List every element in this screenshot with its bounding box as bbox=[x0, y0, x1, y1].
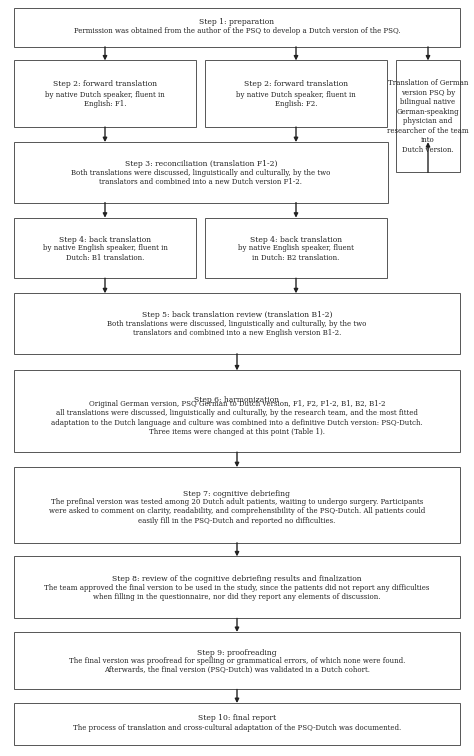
Text: Step 6: harmonization: Step 6: harmonization bbox=[194, 396, 280, 404]
Text: Step 5: back translation review (translation B1-2): Step 5: back translation review (transla… bbox=[142, 311, 332, 319]
Text: by native English speaker, fluent in
Dutch: B1 translation.: by native English speaker, fluent in Dut… bbox=[43, 244, 167, 262]
FancyBboxPatch shape bbox=[14, 142, 388, 203]
FancyBboxPatch shape bbox=[14, 293, 460, 354]
Text: Step 2: forward translation: Step 2: forward translation bbox=[244, 80, 348, 88]
Text: by native English speaker, fluent
in Dutch: B2 translation.: by native English speaker, fluent in Dut… bbox=[238, 244, 354, 262]
FancyBboxPatch shape bbox=[14, 60, 196, 127]
Text: Step 9: proofreading: Step 9: proofreading bbox=[197, 649, 277, 657]
Text: Step 1: preparation: Step 1: preparation bbox=[200, 17, 274, 26]
Text: Step 4: back translation: Step 4: back translation bbox=[250, 236, 342, 243]
Text: Both translations were discussed, linguistically and culturally, by the two
tran: Both translations were discussed, lingui… bbox=[107, 320, 367, 337]
FancyBboxPatch shape bbox=[14, 467, 460, 543]
Text: The final version was proofread for spelling or grammatical errors, of which non: The final version was proofread for spel… bbox=[69, 657, 405, 674]
Text: Permission was obtained from the author of the PSQ to develop a Dutch version of: Permission was obtained from the author … bbox=[73, 26, 401, 35]
Text: Step 8: review of the cognitive debriefing results and finalization: Step 8: review of the cognitive debriefi… bbox=[112, 575, 362, 583]
Text: Both translations were discussed, linguistically and culturally, by the two
tran: Both translations were discussed, lingui… bbox=[71, 169, 331, 186]
Text: by native Dutch speaker, fluent in
English: F1.: by native Dutch speaker, fluent in Engli… bbox=[45, 91, 165, 108]
Text: Step 4: back translation: Step 4: back translation bbox=[59, 236, 151, 243]
Text: The process of translation and cross-cultural adaptation of the PSQ-Dutch was do: The process of translation and cross-cul… bbox=[73, 723, 401, 732]
FancyBboxPatch shape bbox=[205, 218, 387, 278]
Text: Step 2: forward translation: Step 2: forward translation bbox=[53, 80, 157, 88]
FancyBboxPatch shape bbox=[14, 8, 460, 47]
Text: Step 10: final report: Step 10: final report bbox=[198, 714, 276, 722]
FancyBboxPatch shape bbox=[14, 218, 196, 278]
Text: Original German version, PSQ German to Dutch version, F1, F2, F1-2, B1, B2, B1-2: Original German version, PSQ German to D… bbox=[51, 400, 423, 436]
FancyBboxPatch shape bbox=[396, 60, 460, 172]
FancyBboxPatch shape bbox=[205, 60, 387, 127]
FancyBboxPatch shape bbox=[14, 370, 460, 452]
FancyBboxPatch shape bbox=[14, 556, 460, 618]
Text: by native Dutch speaker, fluent in
English: F2.: by native Dutch speaker, fluent in Engli… bbox=[236, 91, 356, 108]
Text: Step 3: reconciliation (translation F1-2): Step 3: reconciliation (translation F1-2… bbox=[125, 160, 277, 168]
Text: Translation of German
version PSQ by
bilingual native
German-speaking
physician : Translation of German version PSQ by bil… bbox=[387, 79, 469, 153]
Text: Step 7: cognitive debriefing: Step 7: cognitive debriefing bbox=[183, 491, 291, 498]
FancyBboxPatch shape bbox=[14, 632, 460, 689]
Text: The prefinal version was tested among 20 Dutch adult patients, waiting to underg: The prefinal version was tested among 20… bbox=[49, 498, 425, 525]
Text: The team approved the final version to be used in the study, since the patients : The team approved the final version to b… bbox=[44, 584, 430, 601]
FancyBboxPatch shape bbox=[14, 703, 460, 745]
